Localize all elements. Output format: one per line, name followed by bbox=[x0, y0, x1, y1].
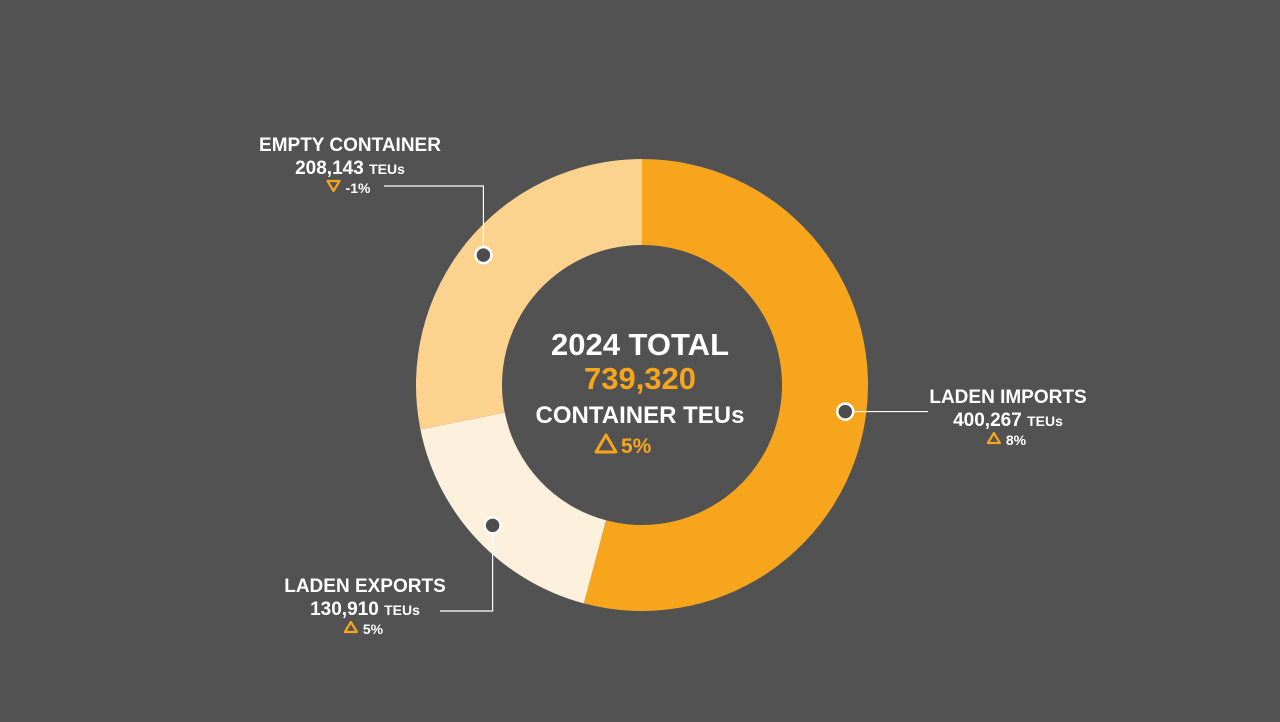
series-name: LADEN EXPORTS bbox=[284, 576, 446, 597]
slice-laden-imports bbox=[583, 159, 869, 611]
leader-line-empty-container bbox=[384, 185, 485, 256]
marker-laden-exports bbox=[483, 516, 502, 535]
series-value-unit: TEUs bbox=[384, 602, 420, 618]
series-change: 8% bbox=[1006, 432, 1027, 448]
center-label: 2024 TOTAL 739,320 CONTAINER TEUs 5% bbox=[536, 327, 745, 458]
series-value-number: 130,910 bbox=[310, 599, 384, 620]
donut-slices bbox=[416, 159, 869, 611]
series-change: 5% bbox=[363, 621, 384, 637]
center-change-up-triangle-icon bbox=[594, 433, 618, 454]
leader-line-laden-exports bbox=[440, 525, 494, 612]
series-value: 130,910 TEUs bbox=[310, 599, 420, 620]
leader-lines bbox=[384, 185, 928, 612]
slice-laden-exports bbox=[420, 412, 606, 604]
series-value-unit: TEUs bbox=[1027, 413, 1063, 429]
marker-empty-container bbox=[474, 245, 493, 265]
series-value-number: 208,143 bbox=[295, 158, 369, 179]
center-total: 739,320 bbox=[584, 361, 696, 396]
center-title: 2024 TOTAL bbox=[551, 327, 729, 362]
marker-laden-imports bbox=[836, 402, 855, 421]
series-value-unit: TEUs bbox=[369, 161, 405, 177]
slice-empty-container bbox=[416, 159, 642, 430]
change-down-triangle-icon bbox=[326, 179, 341, 193]
series-value: 400,267 TEUs bbox=[953, 410, 1063, 431]
series-name: LADEN IMPORTS bbox=[929, 387, 1086, 408]
center-subtitle: CONTAINER TEUs bbox=[536, 402, 745, 429]
change-up-triangle-icon bbox=[986, 431, 1001, 445]
center-change: 5% bbox=[621, 435, 652, 458]
series-value: 208,143 TEUs bbox=[295, 158, 405, 179]
series-name: EMPTY CONTAINER bbox=[259, 135, 441, 156]
series-change: -1% bbox=[346, 180, 371, 196]
change-up-triangle-icon bbox=[343, 620, 358, 634]
slice-markers bbox=[474, 245, 855, 535]
series-value-number: 400,267 bbox=[953, 410, 1027, 431]
